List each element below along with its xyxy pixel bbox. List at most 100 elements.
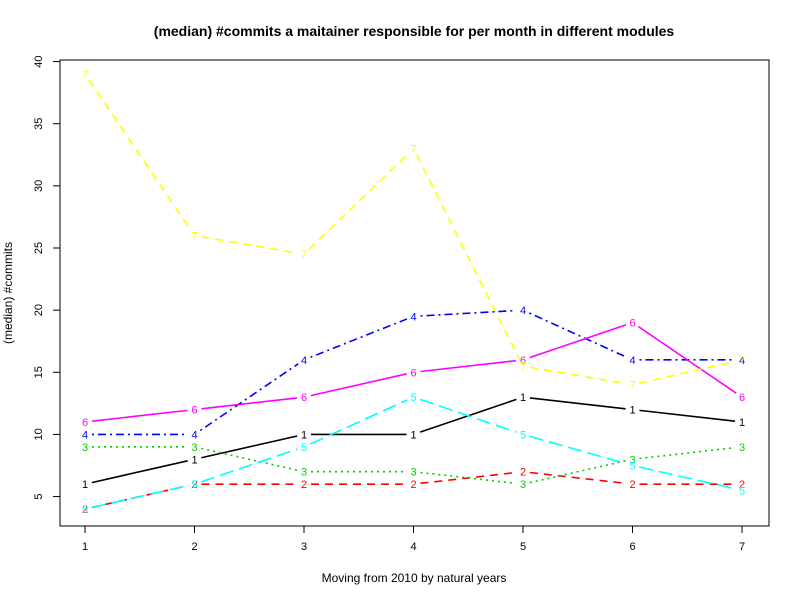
series-1-point: 1 <box>301 429 307 441</box>
series-5-segment <box>200 448 298 483</box>
series-4-segment <box>199 363 299 432</box>
series-6-point: 6 <box>739 392 745 404</box>
y-tick-label: 30 <box>33 180 45 192</box>
series-7-segment <box>88 79 192 231</box>
series-6-point: 6 <box>629 318 635 330</box>
series-3-point: 3 <box>520 479 526 491</box>
series-6-segment <box>201 397 298 410</box>
series-3-segment <box>639 446 736 460</box>
series-7-point: 7 <box>191 231 197 243</box>
series-3-point: 3 <box>191 442 197 454</box>
y-tick-label: 5 <box>33 494 45 500</box>
series-6-point: 6 <box>301 392 307 404</box>
series-2-point: 2 <box>301 479 307 491</box>
series-4-segment <box>310 318 408 359</box>
series-2-point: 2 <box>629 479 635 491</box>
x-tick-label: 1 <box>82 541 88 553</box>
series-7-point: 7 <box>301 249 307 261</box>
series-7-point: 7 <box>520 361 526 373</box>
series-5-segment <box>419 398 517 433</box>
series-4-segment <box>420 309 517 317</box>
series-6-segment <box>91 409 188 423</box>
series-7-point: 7 <box>739 355 745 367</box>
series-3-point: 3 <box>629 454 635 466</box>
y-tick-label: 15 <box>33 366 45 378</box>
x-tick-label: 4 <box>410 541 416 553</box>
series-1-point: 1 <box>629 405 635 417</box>
y-tick-label: 10 <box>33 428 45 440</box>
series-2-point: 2 <box>191 479 197 491</box>
y-axis-label: (median) #commits <box>1 242 15 344</box>
x-axis-label: Moving from 2010 by natural years <box>322 571 507 585</box>
series-7-segment <box>415 154 521 361</box>
series-7-segment <box>308 152 410 250</box>
chart-title: (median) #commits a maitainer responsibl… <box>154 23 675 39</box>
series-7-point: 7 <box>410 144 416 156</box>
series-6-point: 6 <box>410 367 416 379</box>
series-3-segment <box>529 460 626 484</box>
series-2-point: 2 <box>520 467 526 479</box>
series-4-point: 4 <box>520 305 526 317</box>
series-3-point: 3 <box>301 467 307 479</box>
series-1: 1 1 1 1 1 1 1 <box>82 392 745 491</box>
series-5-point: 5 <box>410 392 416 404</box>
series-5-segment <box>91 484 188 509</box>
series-2-point: 2 <box>82 504 88 516</box>
series-6-segment <box>420 359 517 373</box>
series-2-point: 2 <box>410 479 416 491</box>
series-3-segment <box>201 447 298 471</box>
x-tick-label: 6 <box>629 541 635 553</box>
series-4-segment <box>529 312 627 358</box>
y-tick-label: 25 <box>33 242 45 254</box>
series-5-segment <box>639 466 736 490</box>
x-tick-label: 2 <box>191 541 197 553</box>
series-1-point: 1 <box>520 392 526 404</box>
series-7: 7 7 7 7 7 7 7 <box>82 69 745 392</box>
series-6-segment <box>529 324 627 359</box>
series-3-segment <box>420 471 517 485</box>
series-6-point: 6 <box>191 405 197 417</box>
series-6-point: 6 <box>520 355 526 367</box>
series-6-segment <box>310 373 407 397</box>
series-7-segment <box>201 235 298 254</box>
series-6-point: 6 <box>82 417 88 429</box>
series-4-point: 4 <box>739 355 745 367</box>
series-7-point: 7 <box>82 69 88 81</box>
x-tick-label: 5 <box>520 541 526 553</box>
series-4-point: 4 <box>82 429 88 441</box>
series-5-point: 5 <box>739 485 745 497</box>
series-4-point: 4 <box>410 311 416 323</box>
series-7-point: 7 <box>629 380 635 392</box>
series-1-segment <box>639 409 736 423</box>
series-5: 5 5 5 5 5 5 5 <box>82 392 745 516</box>
x-tick-label: 7 <box>739 541 745 553</box>
series-3: 3 3 3 3 3 3 3 <box>82 442 745 491</box>
series-4-point: 4 <box>191 429 197 441</box>
x-tick-label: 3 <box>301 541 307 553</box>
series-1-segment <box>201 435 298 459</box>
series-5-point: 5 <box>629 461 635 473</box>
series-1-point: 1 <box>410 429 416 441</box>
series-1-segment <box>529 397 626 410</box>
y-tick-label: 35 <box>33 118 45 130</box>
series-5-point: 5 <box>82 504 88 516</box>
series-2: 2 2 2 2 2 2 2 <box>82 467 745 516</box>
series-4-point: 4 <box>301 355 307 367</box>
series-2-segment <box>529 471 626 485</box>
series-6-segment <box>637 325 737 394</box>
series-5-segment <box>310 399 408 445</box>
series-6: 6 6 6 6 6 6 6 <box>82 318 745 429</box>
series-3-point: 3 <box>739 442 745 454</box>
series-3-point: 3 <box>82 442 88 454</box>
series-4: 4 4 4 4 4 4 4 <box>82 305 745 441</box>
series-1-point: 1 <box>191 454 197 466</box>
y-tick-label: 20 <box>33 304 45 316</box>
series-5-point: 5 <box>301 442 307 454</box>
series-5-segment <box>529 435 626 465</box>
series-1-point: 1 <box>82 479 88 491</box>
series-4-point: 4 <box>629 355 635 367</box>
